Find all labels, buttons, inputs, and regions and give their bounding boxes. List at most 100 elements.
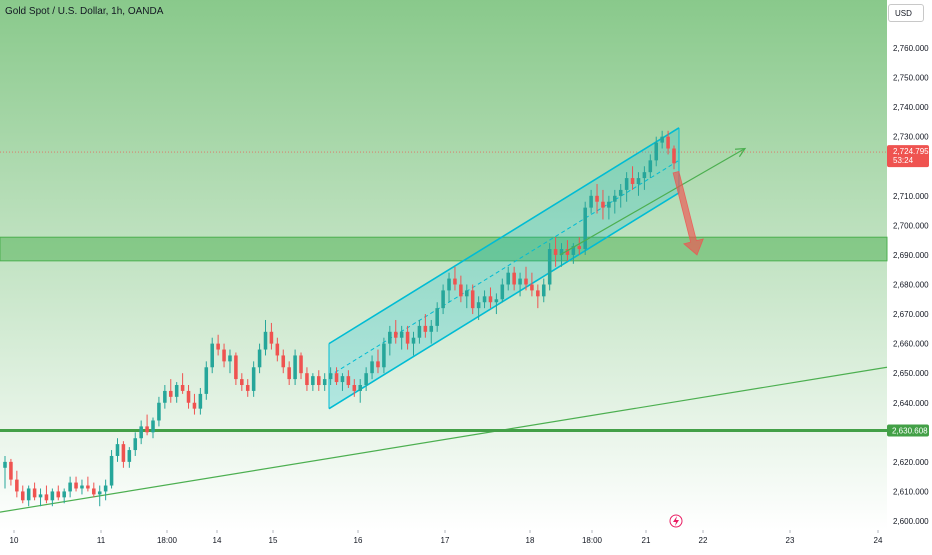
candle[interactable]	[506, 266, 511, 291]
candle[interactable]	[174, 382, 179, 403]
candle[interactable]	[512, 266, 516, 291]
candle[interactable]	[494, 293, 499, 315]
candle[interactable]	[642, 166, 647, 190]
candle[interactable]	[624, 172, 629, 202]
candle[interactable]	[411, 331, 416, 356]
candle[interactable]	[15, 470, 19, 498]
candle[interactable]	[571, 243, 576, 264]
candle[interactable]	[613, 189, 617, 214]
candle[interactable]	[660, 130, 664, 149]
candle[interactable]	[245, 379, 250, 397]
candle[interactable]	[541, 278, 546, 303]
candle[interactable]	[559, 243, 564, 267]
candle[interactable]	[607, 195, 611, 220]
candle[interactable]	[168, 379, 173, 403]
candle[interactable]	[459, 275, 463, 303]
candle[interactable]	[595, 183, 599, 214]
candle[interactable]	[62, 488, 66, 504]
candle[interactable]	[251, 361, 256, 397]
candle[interactable]	[234, 352, 238, 386]
candle[interactable]	[222, 343, 226, 368]
channel-upper-line[interactable]	[328, 127, 680, 345]
candle[interactable]	[636, 172, 641, 196]
candle[interactable]	[257, 343, 262, 374]
candle[interactable]	[210, 337, 214, 374]
candle[interactable]	[364, 367, 368, 391]
candle[interactable]	[583, 201, 587, 255]
candle[interactable]	[447, 272, 451, 303]
candle[interactable]	[133, 432, 138, 456]
candle[interactable]	[269, 322, 274, 350]
candle[interactable]	[44, 485, 49, 504]
candle[interactable]	[482, 290, 487, 309]
candle[interactable]	[103, 479, 108, 501]
candle[interactable]	[388, 325, 392, 356]
candle[interactable]	[163, 385, 167, 409]
candle[interactable]	[109, 450, 114, 489]
event-icon[interactable]	[669, 514, 683, 528]
candle[interactable]	[299, 352, 303, 380]
candle[interactable]	[405, 325, 410, 350]
candle[interactable]	[151, 417, 155, 439]
candle[interactable]	[80, 479, 84, 495]
candle[interactable]	[435, 302, 439, 332]
projection-arrow[interactable]	[559, 147, 746, 256]
candle[interactable]	[216, 334, 220, 356]
candle[interactable]	[429, 319, 434, 344]
candle[interactable]	[263, 319, 268, 356]
candle[interactable]	[476, 296, 481, 320]
candle[interactable]	[115, 438, 120, 462]
candle[interactable]	[376, 349, 380, 374]
candle[interactable]	[666, 130, 670, 155]
trendline[interactable]	[0, 366, 888, 513]
candle[interactable]	[293, 349, 297, 386]
candle[interactable]	[204, 361, 209, 400]
bearish-arrow[interactable]	[672, 170, 704, 256]
candle[interactable]	[86, 476, 90, 492]
candle[interactable]	[97, 485, 102, 507]
candle[interactable]	[648, 154, 653, 179]
candle[interactable]	[328, 367, 333, 386]
candle[interactable]	[281, 349, 286, 374]
candle[interactable]	[340, 373, 345, 391]
candle[interactable]	[393, 319, 398, 344]
candle[interactable]	[157, 396, 161, 427]
candle[interactable]	[488, 287, 493, 309]
candle[interactable]	[352, 379, 357, 397]
candle[interactable]	[672, 145, 676, 170]
candle[interactable]	[358, 379, 362, 403]
candle[interactable]	[275, 337, 280, 362]
candle[interactable]	[192, 393, 197, 415]
support-zone[interactable]	[0, 236, 888, 262]
candle[interactable]	[20, 485, 25, 504]
candle[interactable]	[553, 237, 558, 267]
candle[interactable]	[547, 243, 552, 291]
channel-lower-line[interactable]	[328, 192, 680, 410]
candle[interactable]	[500, 278, 505, 303]
candle[interactable]	[287, 361, 291, 386]
candle[interactable]	[465, 284, 469, 309]
candle[interactable]	[399, 325, 404, 350]
candle[interactable]	[630, 166, 635, 190]
candle[interactable]	[145, 414, 149, 436]
candle[interactable]	[305, 367, 309, 391]
candle[interactable]	[74, 476, 78, 492]
candle[interactable]	[139, 420, 143, 445]
candle[interactable]	[9, 458, 13, 486]
candle[interactable]	[50, 488, 55, 507]
candle[interactable]	[92, 482, 96, 498]
currency-button[interactable]: USD	[888, 4, 924, 22]
candle[interactable]	[127, 447, 132, 468]
candle[interactable]	[32, 482, 37, 501]
candle[interactable]	[180, 373, 185, 394]
candle[interactable]	[228, 349, 232, 374]
candle[interactable]	[618, 183, 623, 208]
candle[interactable]	[240, 373, 244, 391]
candle[interactable]	[26, 485, 31, 507]
candle[interactable]	[518, 272, 522, 297]
candle[interactable]	[198, 387, 203, 415]
candle[interactable]	[524, 266, 528, 291]
candle[interactable]	[601, 189, 605, 220]
